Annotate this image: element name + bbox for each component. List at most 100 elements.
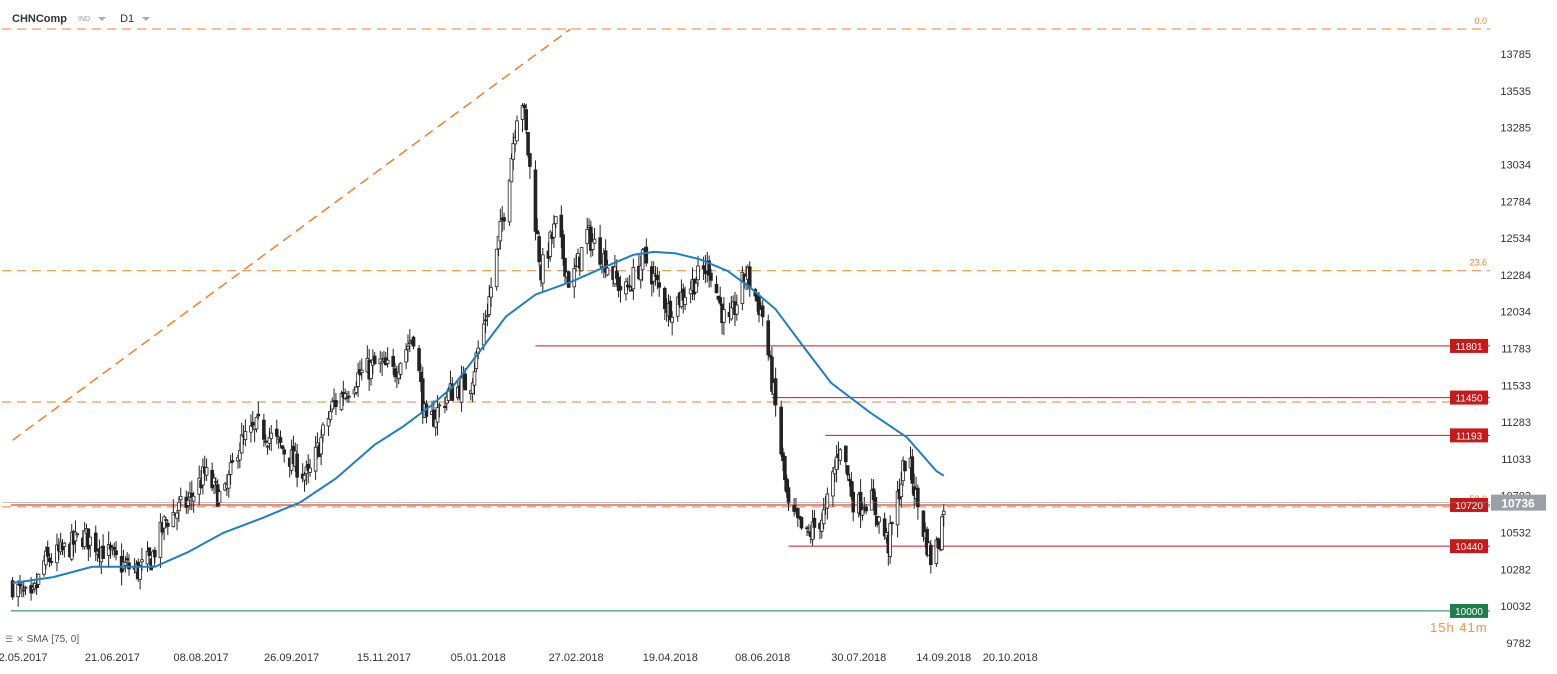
candle-body xyxy=(256,413,261,417)
price-tick-label: 12034 xyxy=(1500,307,1531,319)
candle-body xyxy=(598,237,602,265)
candle-body xyxy=(404,349,408,363)
candle-body xyxy=(812,517,817,528)
candle-body xyxy=(385,359,390,364)
candle-body xyxy=(592,238,597,244)
candle-body xyxy=(795,508,800,519)
level-price-tag-label: 10000 xyxy=(1455,607,1483,618)
symbol-label[interactable]: CHNComp xyxy=(12,13,67,25)
candle-body xyxy=(526,132,530,156)
price-tick-label: 12284 xyxy=(1500,270,1531,282)
candle-body xyxy=(494,248,499,288)
candle-body xyxy=(393,368,397,378)
candle-body xyxy=(768,355,772,357)
candle-body xyxy=(707,260,711,276)
candle-body xyxy=(319,437,323,455)
candle-body xyxy=(472,371,477,386)
candle-body xyxy=(334,400,338,407)
price-tick-label: 11783 xyxy=(1501,344,1531,356)
candle-body xyxy=(585,229,589,244)
candle-body xyxy=(138,565,142,580)
candle-body xyxy=(295,453,299,478)
candle-body xyxy=(627,285,632,288)
candle-body xyxy=(851,491,856,513)
list-icon[interactable]: ☰ xyxy=(5,634,14,644)
candle-body xyxy=(709,272,713,281)
level-price-tag-label: 11801 xyxy=(1455,342,1483,353)
timeframe-dropdown-icon[interactable] xyxy=(142,17,151,21)
candle-body xyxy=(406,346,410,350)
candle-body xyxy=(93,532,98,553)
candle-body xyxy=(825,493,830,509)
candle-body xyxy=(786,487,791,504)
candle-body xyxy=(164,519,168,521)
candle-body xyxy=(718,297,723,304)
candle-body xyxy=(263,440,268,443)
instrument-dropdown-icon[interactable] xyxy=(98,17,107,21)
candle-body xyxy=(877,516,881,523)
candle-body xyxy=(799,517,804,529)
candle-body xyxy=(435,407,440,423)
timeframe-selector[interactable]: D1 xyxy=(120,13,135,25)
candle-body xyxy=(535,230,540,235)
candle-body xyxy=(474,352,479,369)
candle-body xyxy=(269,432,274,439)
date-tick-label: 15.11.2017 xyxy=(357,652,411,664)
candle-body xyxy=(515,120,519,142)
trend-line xyxy=(12,28,571,441)
candle-body xyxy=(153,549,157,558)
level-price-tag xyxy=(1450,497,1488,512)
candle-body xyxy=(10,580,15,598)
candle-body xyxy=(890,522,894,524)
bar-countdown: 15h 41m xyxy=(1430,620,1488,635)
candle-body xyxy=(489,287,493,298)
candle-body xyxy=(217,491,222,504)
candle-body xyxy=(559,214,564,238)
candle-body xyxy=(75,533,80,536)
candle-body xyxy=(683,296,687,305)
candle-body xyxy=(88,536,93,546)
level-price-tag xyxy=(1450,338,1488,353)
candle-body xyxy=(847,478,852,482)
level-price-tag-label: 11450 xyxy=(1455,394,1483,405)
candle-body xyxy=(398,362,403,375)
candle-body xyxy=(548,231,553,257)
price-tick-label: 12534 xyxy=(1500,233,1531,245)
fib-level-label: 23.6 xyxy=(1469,258,1487,268)
date-tick-label: 02.05.2017 xyxy=(0,652,48,664)
candle-body xyxy=(243,431,248,441)
candle-body xyxy=(640,249,645,271)
candle-body xyxy=(380,360,384,364)
candle-body xyxy=(262,419,266,440)
candle-body xyxy=(308,467,312,473)
price-tick-label: 12784 xyxy=(1500,196,1531,208)
candle-body xyxy=(657,282,662,288)
candle-body xyxy=(214,481,218,483)
candle-body xyxy=(359,369,364,373)
price-tick-label: 13285 xyxy=(1500,123,1531,135)
indicator-label[interactable]: SMA xyxy=(26,634,49,645)
candle-body xyxy=(566,271,571,288)
candle-body xyxy=(145,550,150,565)
candle-body xyxy=(845,465,850,476)
candle-body xyxy=(23,586,28,589)
candle-body xyxy=(485,315,490,318)
candle-body xyxy=(860,509,865,516)
candle-body xyxy=(372,355,377,365)
candle-body xyxy=(443,405,447,408)
candle-body xyxy=(459,377,464,403)
candle-body xyxy=(655,275,660,281)
candle-body xyxy=(903,461,907,472)
candle-body xyxy=(882,518,887,537)
candle-body xyxy=(254,416,259,430)
candle-body xyxy=(864,506,868,512)
close-icon[interactable]: ✕ xyxy=(16,634,24,644)
candle-body xyxy=(668,300,673,321)
candle-body xyxy=(722,309,726,323)
candle-body xyxy=(624,281,628,295)
candle-body xyxy=(230,460,235,463)
level-price-tag-label: 10440 xyxy=(1455,542,1483,553)
candle-body xyxy=(537,236,541,263)
candle-body xyxy=(618,286,623,291)
